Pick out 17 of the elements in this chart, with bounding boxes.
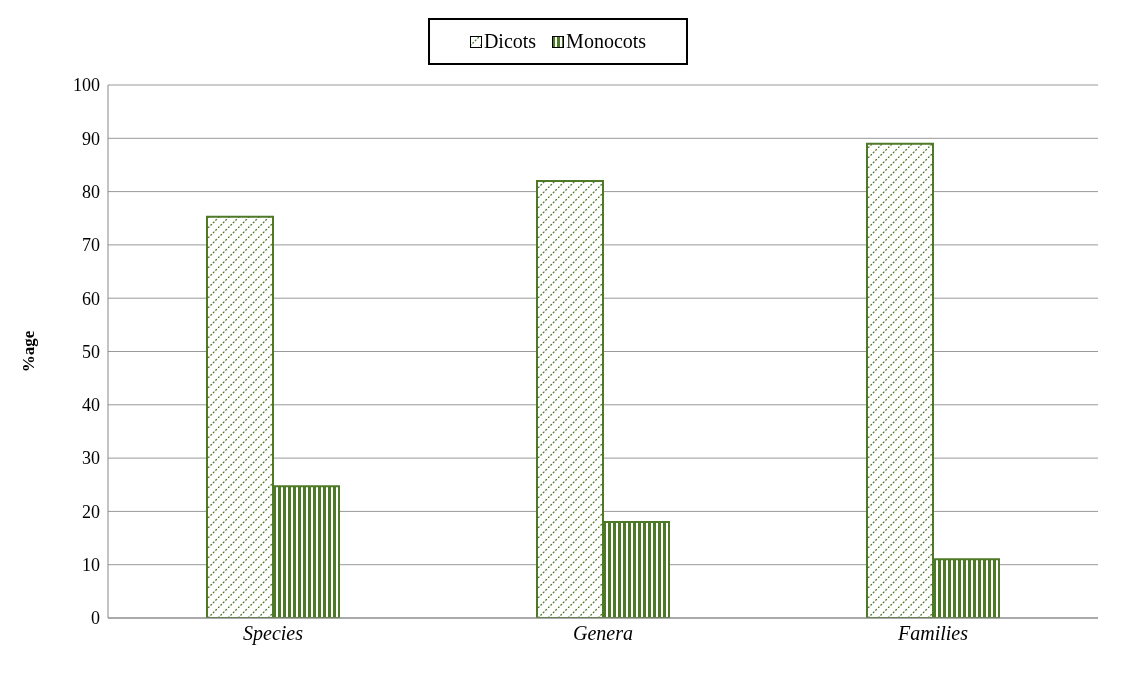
y-tick-label: 100 <box>73 75 100 96</box>
x-tick-label: Species <box>243 622 304 646</box>
y-tick-label: 30 <box>82 448 100 469</box>
x-tick-label: Families <box>897 622 969 645</box>
y-tick-label: 70 <box>82 235 100 256</box>
legend-label: Monocots <box>565 30 647 53</box>
y-tick-label: 20 <box>82 501 100 522</box>
y-tick-label: 60 <box>82 288 100 309</box>
y-tick-label: 90 <box>82 128 100 149</box>
y-tick-label: 50 <box>82 341 100 362</box>
x-tick-label: Genera <box>573 622 633 645</box>
y-axis-title: %age <box>19 330 39 373</box>
y-tick-label: 10 <box>82 555 100 576</box>
y-tick-label: 80 <box>82 181 100 202</box>
y-tick-label: 40 <box>82 395 100 416</box>
legend-label: Dicots <box>482 30 537 53</box>
y-tick-label: 0 <box>91 608 100 629</box>
